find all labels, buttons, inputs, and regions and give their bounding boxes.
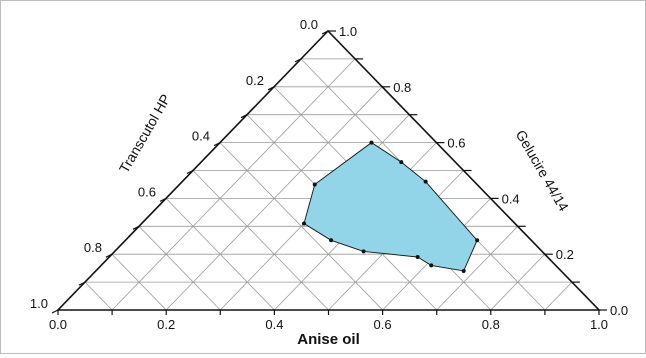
region-point: [415, 254, 420, 259]
left-tick: [78, 281, 86, 286]
left-tick: [294, 58, 302, 63]
grid-line: [138, 226, 221, 311]
right-tick-label: 1.0: [339, 24, 357, 39]
grid-line: [490, 253, 546, 311]
region-point: [399, 160, 404, 165]
grid-line: [111, 58, 356, 311]
left-tick-label: 0.2: [246, 73, 264, 88]
left-tick: [240, 114, 248, 119]
region-point: [475, 238, 480, 243]
left-tick-label: 0.0: [300, 17, 318, 32]
left-axis-title: Transcutol HP: [116, 91, 174, 175]
left-tick: [132, 225, 140, 230]
right-tick-label: 0.4: [502, 191, 520, 206]
region-point: [329, 238, 334, 243]
bottom-axis-title: Anise oil: [297, 331, 360, 348]
grid-line: [436, 226, 518, 311]
left-tick-label: 0.8: [84, 240, 102, 255]
left-tick-label: 1.0: [30, 296, 48, 311]
bottom-tick-label: 0.6: [374, 317, 392, 332]
region-point: [423, 179, 428, 184]
region-layer: [302, 140, 480, 273]
left-tick-label: 0.6: [138, 184, 156, 199]
bottom-tick-label: 0.0: [49, 317, 67, 332]
left-tick: [213, 142, 221, 147]
left-tick: [321, 30, 329, 35]
region-point: [429, 263, 434, 268]
bottom-tick-label: 0.4: [265, 317, 283, 332]
left-tick-label: 0.4: [192, 129, 210, 144]
left-tick: [159, 197, 167, 202]
grid-line: [84, 281, 113, 311]
bottom-tick-label: 0.2: [157, 317, 175, 332]
region-point: [361, 249, 366, 254]
right-tick-label: 0.2: [556, 247, 574, 262]
region-point: [369, 140, 374, 145]
region-point: [312, 182, 317, 187]
left-tick: [51, 309, 59, 314]
grid-line: [192, 170, 329, 311]
grid-line: [111, 253, 167, 311]
region-point: [302, 221, 306, 226]
right-tick-label: 0.6: [447, 136, 465, 151]
frame-layer: [51, 29, 607, 315]
bottom-tick-label: 1.0: [590, 317, 608, 332]
region-point: [461, 268, 466, 273]
right-axis-title: Gelucire 44/14: [513, 127, 572, 214]
right-tick-label: 0.8: [393, 80, 411, 95]
left-tick: [186, 169, 194, 175]
right-tick-label: 0.0: [610, 303, 628, 318]
miscible-region: [303, 142, 478, 272]
grid-line: [165, 198, 275, 311]
bottom-tick-label: 0.8: [482, 317, 500, 332]
left-tick: [267, 86, 275, 91]
left-tick: [105, 253, 113, 258]
grid-line: [544, 281, 573, 311]
